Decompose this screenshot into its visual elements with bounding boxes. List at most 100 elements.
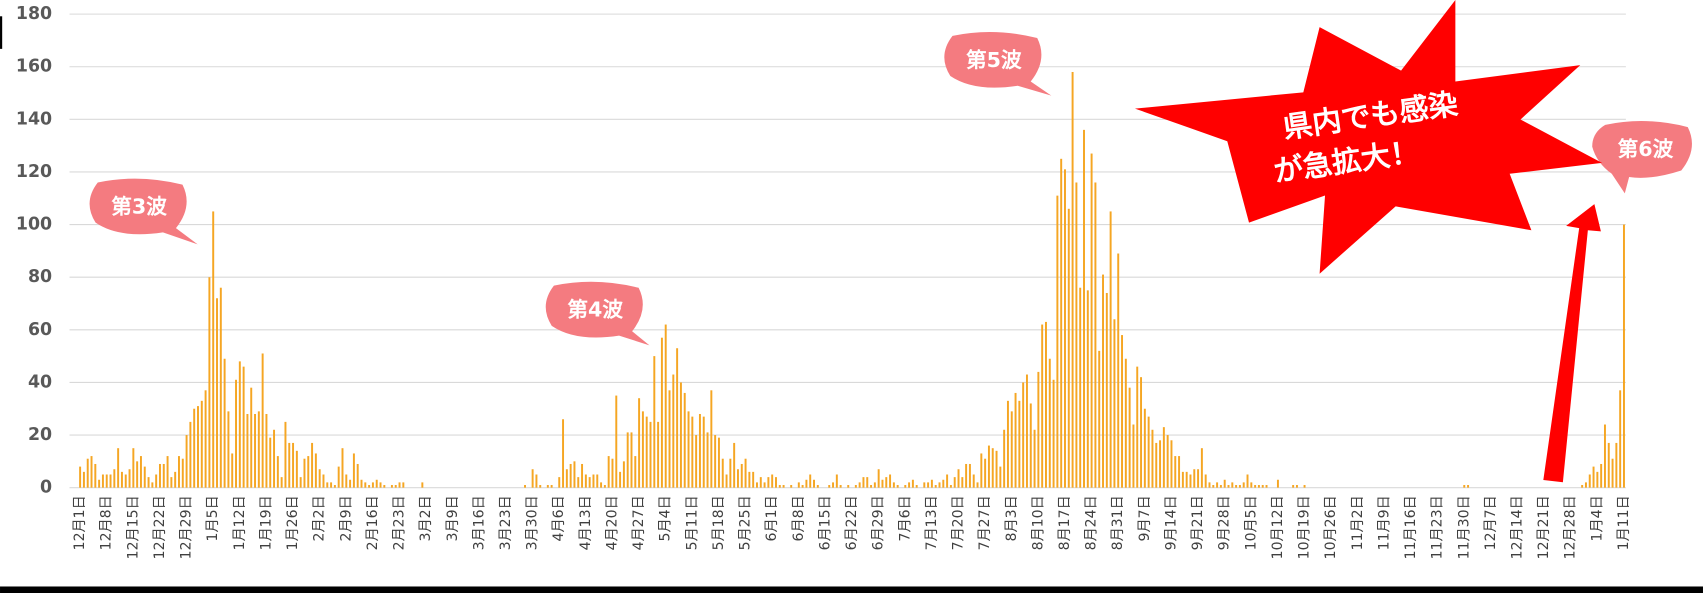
bar (775, 477, 777, 488)
bar (638, 398, 640, 487)
x-tick-label: 7月13日 (924, 495, 940, 550)
bar (1258, 485, 1260, 488)
x-tick-label: 10月26日 (1323, 495, 1339, 559)
x-tick-label: 8月31日 (1110, 495, 1126, 550)
bar (680, 382, 682, 487)
bar (1193, 469, 1195, 487)
bar (330, 482, 332, 487)
bar (87, 459, 89, 488)
bar (1113, 319, 1115, 487)
bar (1170, 440, 1172, 487)
bar (889, 474, 891, 487)
y-tick-label: 80 (28, 267, 52, 287)
bar (562, 419, 564, 487)
bar (1197, 469, 1199, 487)
bar (1189, 474, 1191, 487)
bar (167, 456, 169, 488)
bar (250, 388, 252, 488)
bar (155, 474, 157, 487)
bar (908, 482, 910, 487)
y-tick-label: 20 (28, 425, 52, 445)
frame-edge (0, 16, 2, 49)
bar (296, 451, 298, 488)
bar (805, 480, 807, 488)
bar (113, 469, 115, 487)
bar (258, 411, 260, 487)
bar (1079, 288, 1081, 488)
bar (1037, 372, 1039, 488)
bar (870, 485, 872, 488)
bar (558, 477, 560, 488)
bar (783, 485, 785, 488)
bar (1277, 480, 1279, 488)
bar (1228, 485, 1230, 488)
bar (973, 474, 975, 487)
bar (395, 485, 397, 488)
bar (551, 485, 553, 488)
bar (980, 453, 982, 487)
bar (832, 482, 834, 487)
bar (881, 480, 883, 488)
bar (1589, 474, 1591, 487)
arrow (1543, 204, 1601, 482)
bar (729, 459, 731, 488)
bar (208, 277, 210, 487)
bar (1178, 456, 1180, 488)
annotation: 第5波 (966, 48, 1022, 72)
y-tick-label: 60 (28, 320, 52, 340)
bar (627, 432, 629, 487)
bar (703, 417, 705, 488)
bar (144, 467, 146, 488)
bar (235, 380, 237, 488)
bar (1254, 485, 1256, 488)
bar (1619, 390, 1621, 487)
x-tick-label: 4月27日 (631, 495, 647, 550)
bar (996, 451, 998, 488)
x-tick-label: 1月11日 (1616, 495, 1632, 550)
bar (402, 482, 404, 487)
bar (265, 414, 267, 488)
bar (1151, 430, 1153, 488)
bar (193, 409, 195, 488)
x-tick-label: 11月23日 (1430, 495, 1446, 559)
bar (855, 485, 857, 488)
bar (577, 477, 579, 488)
callout-3: 第3波 (90, 179, 198, 245)
bar (1136, 367, 1138, 488)
bar (1304, 485, 1306, 488)
bar (83, 472, 85, 488)
bar (935, 485, 937, 488)
bar (178, 456, 180, 488)
bar (684, 393, 686, 488)
bar (1155, 443, 1157, 488)
bar (1121, 335, 1123, 488)
annotation: 第6波 (1618, 137, 1674, 161)
bar (1125, 359, 1127, 488)
x-tick-label: 2月2日 (312, 495, 328, 541)
x-tick-label: 4月13日 (578, 495, 594, 550)
bar (376, 480, 378, 488)
bar (94, 464, 96, 488)
bar (281, 477, 283, 488)
callout-6: 第6波 (1592, 121, 1692, 193)
bar (1049, 359, 1051, 488)
bar (1205, 474, 1207, 487)
bar (570, 464, 572, 488)
bar (117, 448, 119, 487)
bar (1239, 485, 1241, 488)
bar (110, 474, 112, 487)
x-tick-label: 11月16日 (1403, 495, 1419, 559)
bar (885, 477, 887, 488)
bar (916, 485, 918, 488)
bar (1072, 72, 1074, 488)
bar (125, 474, 127, 487)
bar (1212, 485, 1214, 488)
bar (1018, 401, 1020, 488)
x-tick-label: 6月22日 (844, 495, 860, 550)
bar (942, 480, 944, 488)
bar (98, 480, 100, 488)
bar (912, 480, 914, 488)
bar (589, 477, 591, 488)
bar (1186, 472, 1188, 488)
bar (239, 361, 241, 487)
